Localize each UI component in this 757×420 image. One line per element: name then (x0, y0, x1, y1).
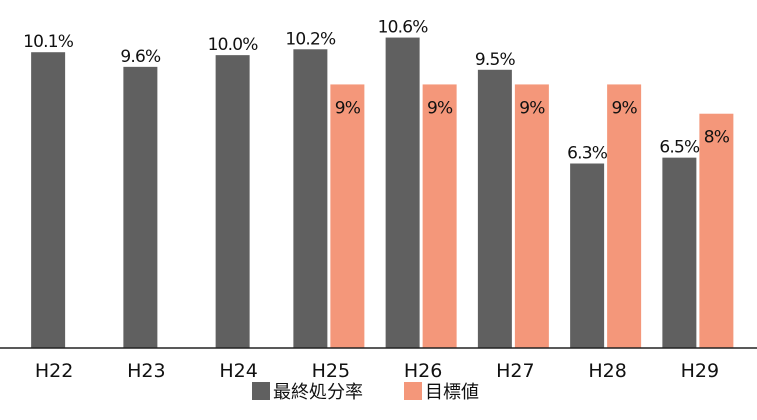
data-label-H27: 9.5% (475, 50, 516, 70)
target-label-H26: 9% (427, 98, 453, 118)
data-label-H26: 10.6% (378, 18, 429, 38)
x-tick-label-H24: H24 (219, 360, 257, 382)
bar-target-H27 (514, 84, 549, 348)
bar-target-H29 (699, 113, 734, 348)
legend-swatch-最終処分率 (252, 382, 270, 400)
bar-target-H25 (330, 84, 365, 348)
bar-最終処分率-H28 (570, 163, 605, 348)
x-tick-label-H23: H23 (127, 360, 165, 382)
bar-最終処分率-H27 (477, 69, 512, 349)
x-tick-label-H26: H26 (404, 360, 442, 382)
data-label-H28: 6.3% (567, 144, 608, 164)
legend-swatch-目標値 (404, 382, 422, 400)
data-label-H29: 6.5% (659, 138, 700, 158)
data-label-H22: 10.1% (23, 32, 74, 52)
legend-label-series-2: 目標値 (425, 382, 479, 403)
bar-最終処分率-H23 (123, 66, 158, 348)
data-label-H24: 10.0% (208, 35, 259, 55)
bar-最終処分率-H29 (662, 157, 697, 348)
bar-target-H26 (422, 84, 457, 348)
bar-最終処分率-H24 (215, 55, 250, 349)
data-label-H23: 9.6% (120, 47, 161, 67)
target-label-H25: 9% (335, 98, 361, 118)
x-tick-label-H27: H27 (496, 360, 534, 382)
target-label-H27: 9% (519, 98, 545, 118)
target-label-H28: 9% (611, 98, 637, 118)
bar-最終処分率-H26 (385, 37, 420, 348)
data-label-H25: 10.2% (285, 29, 336, 49)
x-tick-label-H29: H29 (681, 360, 719, 382)
x-tick-label-H28: H28 (588, 360, 626, 382)
target-label-H29: 8% (704, 128, 730, 148)
bar-最終処分率-H25 (293, 49, 328, 349)
bar-最終処分率-H22 (31, 52, 66, 348)
x-tick-label-H22: H22 (35, 360, 73, 382)
x-tick-label-H25: H25 (312, 360, 350, 382)
legend-label-series-1: 最終処分率 (273, 382, 363, 403)
bar-target-H28 (607, 84, 642, 348)
